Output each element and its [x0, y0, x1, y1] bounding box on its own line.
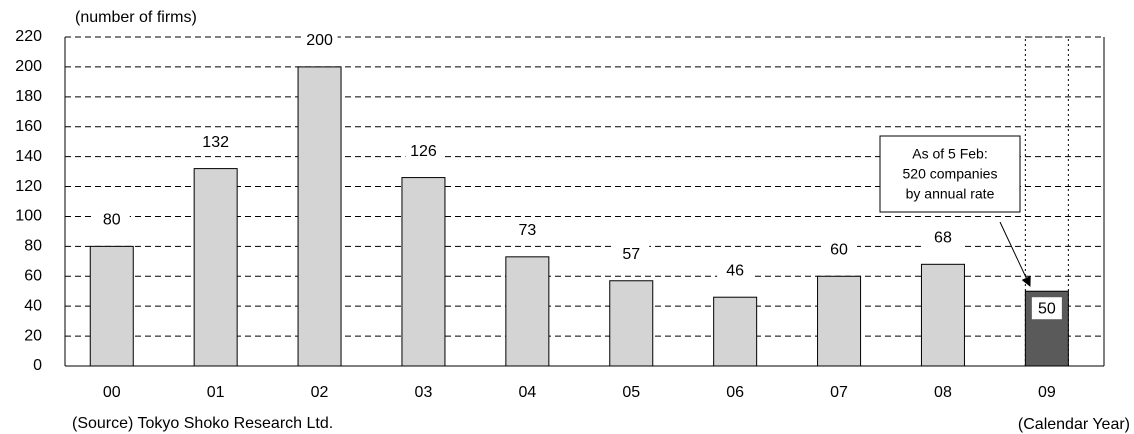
x-tick-label: 01	[207, 384, 225, 401]
y-tick-label: 60	[24, 267, 42, 284]
value-label-bg	[717, 259, 754, 282]
x-tick-label: 00	[103, 384, 121, 401]
value-label: 80	[103, 212, 121, 229]
y-axis-label: (number of firms)	[75, 9, 197, 26]
value-label-bg	[924, 226, 961, 249]
value-label: 200	[306, 32, 333, 49]
x-tick-label: 04	[518, 384, 536, 401]
value-label-bg	[509, 218, 546, 241]
y-tick-label: 220	[15, 28, 42, 45]
y-tick-label: 200	[15, 58, 42, 75]
value-label-bg	[93, 208, 130, 231]
bar	[89, 245, 134, 367]
bar	[297, 66, 342, 367]
x-tick-label: 07	[830, 384, 848, 401]
value-label: 57	[622, 246, 640, 263]
y-tick-label: 0	[33, 357, 42, 374]
x-tick-label: 02	[311, 384, 329, 401]
bar	[505, 256, 550, 367]
y-tick-label: 120	[15, 178, 42, 195]
projection-outline	[1024, 36, 1069, 367]
value-label: 73	[518, 222, 536, 239]
x-tick-label: 06	[726, 384, 744, 401]
x-tick-label: 09	[1038, 384, 1056, 401]
value-label-bg	[613, 242, 650, 265]
annotation-text: As of 5 Feb:	[912, 146, 987, 162]
bar	[401, 177, 446, 367]
y-tick-label: 100	[15, 208, 42, 225]
x-tick-label: 08	[934, 384, 952, 401]
bar	[193, 168, 238, 367]
y-tick-label: 180	[15, 88, 42, 105]
bar	[920, 263, 965, 367]
annotation-box	[879, 135, 1021, 213]
x-axis-label: (Calendar Year)	[1018, 416, 1130, 433]
value-label-box	[1031, 297, 1062, 320]
y-tick-label: 40	[24, 297, 42, 314]
y-tick-label: 160	[15, 118, 42, 135]
y-tick-label: 80	[24, 238, 42, 255]
value-label-bg	[405, 139, 442, 162]
value-label: 68	[934, 230, 952, 247]
x-tick-label: 03	[415, 384, 433, 401]
annotation-arrow	[999, 221, 1031, 287]
value-label-bg	[197, 130, 234, 153]
annotation-text: 520 companies	[903, 166, 998, 182]
source-note: (Source) Tokyo Shoko Research Ltd.	[72, 415, 333, 432]
x-tick-label: 05	[622, 384, 640, 401]
value-label: 60	[830, 241, 848, 258]
annotation-text: by annual rate	[906, 186, 995, 202]
value-label: 126	[410, 143, 437, 160]
y-tick-label: 20	[24, 327, 42, 344]
value-label: 46	[726, 262, 744, 279]
value-label: 132	[202, 134, 229, 151]
bar	[713, 296, 758, 367]
value-label-bg	[301, 28, 338, 51]
y-tick-label: 140	[15, 148, 42, 165]
bar	[609, 280, 654, 367]
value-label: 50	[1038, 300, 1056, 317]
bar	[817, 275, 862, 367]
value-label-bg	[821, 238, 858, 261]
